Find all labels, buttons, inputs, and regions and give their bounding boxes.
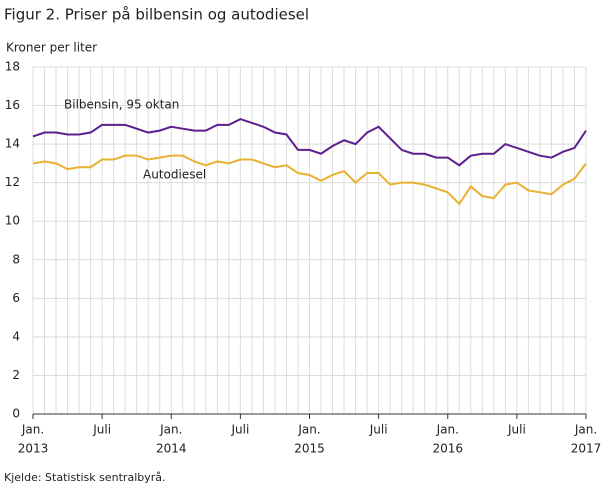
y-tick-label: 0 xyxy=(12,407,20,421)
y-axis-label: Kroner per liter xyxy=(6,41,97,55)
x-tick-label: Jan. xyxy=(159,423,182,437)
y-tick-label: 6 xyxy=(12,291,20,305)
x-tick-label: Jan. xyxy=(297,423,320,437)
y-tick-label: 16 xyxy=(5,98,20,112)
source: Kjelde: Statistisk sentralbyrå. xyxy=(4,471,166,484)
x-tick-year: 2016 xyxy=(432,442,463,456)
x-tick-year: 2013 xyxy=(18,442,49,456)
series-label: Bilbensin, 95 oktan xyxy=(64,98,179,112)
line xyxy=(32,117,587,167)
y-tick-label: 8 xyxy=(12,252,20,266)
y-tick-label: 4 xyxy=(12,329,20,343)
x-tick-year: 2015 xyxy=(294,442,325,456)
x-tick-year: 2017 xyxy=(571,442,602,456)
y-tick-label: 12 xyxy=(5,175,20,189)
x-tick-label: Juli xyxy=(507,423,526,437)
x-tick-year: 2014 xyxy=(156,442,187,456)
chart-title: Figur 2. Priser på bilbensin og autodies… xyxy=(4,6,309,24)
series-label: Autodiesel xyxy=(143,168,206,182)
x-tick-label: Juli xyxy=(230,423,249,437)
y-tick-label: 18 xyxy=(5,60,20,74)
y-tick-label: 2 xyxy=(12,368,20,382)
line xyxy=(32,154,587,206)
y-tick-label: 14 xyxy=(5,137,20,151)
x-tick-label: Jan. xyxy=(574,423,597,437)
x-tick-label: Juli xyxy=(369,423,388,437)
x-tick-label: Jan. xyxy=(436,423,459,437)
y-tick-label: 10 xyxy=(5,214,20,228)
x-tick-label: Jan. xyxy=(21,423,44,437)
x-tick-label: Juli xyxy=(92,423,111,437)
